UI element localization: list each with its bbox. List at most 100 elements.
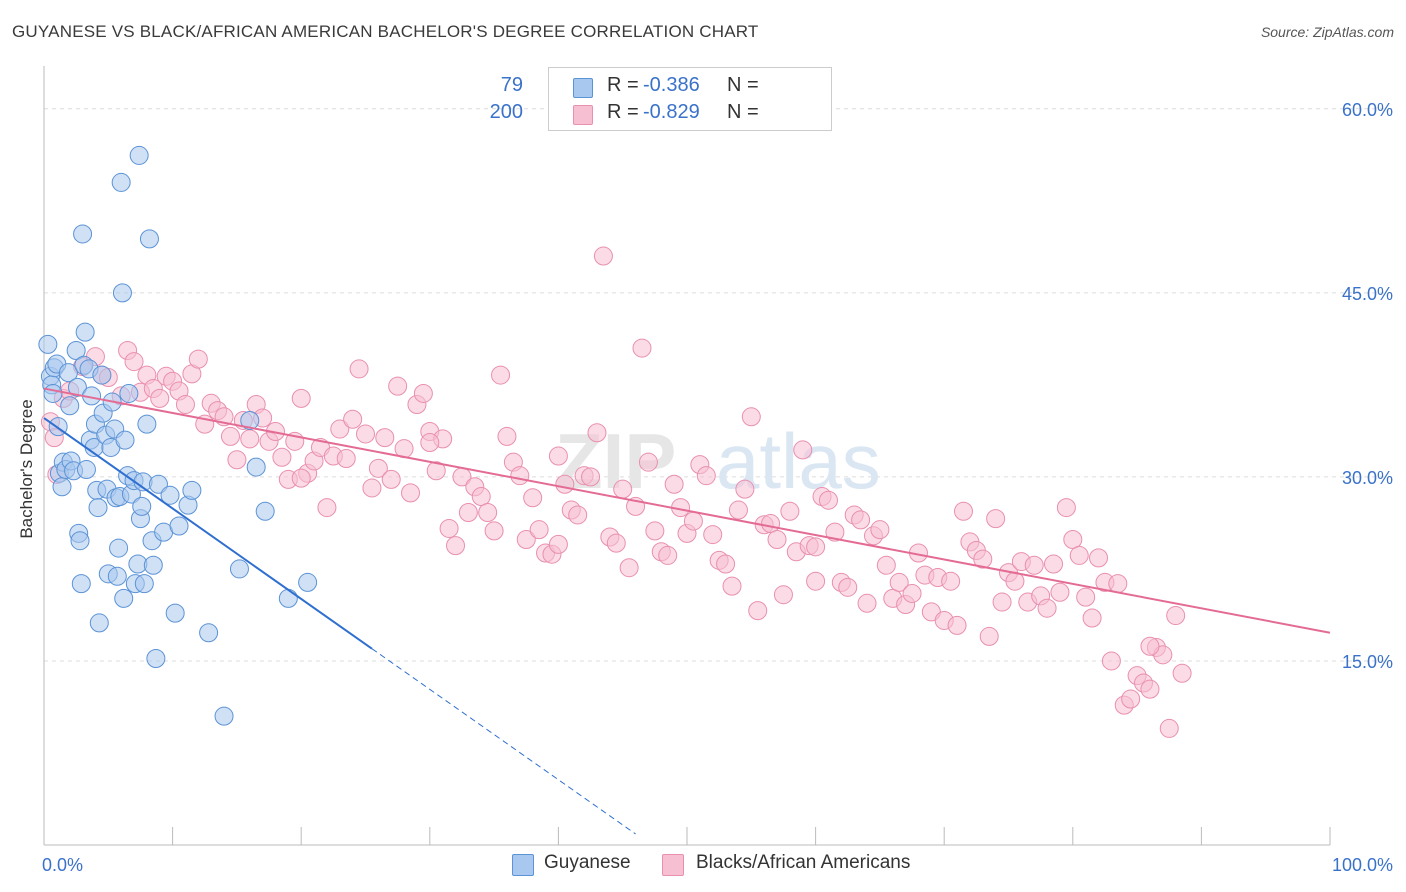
data-point-black — [767, 529, 787, 549]
data-point-guyanese — [111, 172, 131, 192]
data-point-black — [581, 467, 601, 487]
data-point-black — [401, 483, 421, 503]
black-legend-label: Blacks/African Americans — [696, 852, 911, 873]
data-point-black — [458, 502, 478, 522]
trend-line-guyanese — [43, 417, 373, 650]
data-point-black — [175, 395, 195, 415]
data-point-black — [703, 525, 723, 545]
data-point-guyanese — [255, 501, 275, 521]
data-point-black — [1140, 636, 1160, 656]
data-point-black — [1121, 689, 1141, 709]
data-point-black — [1159, 718, 1179, 738]
data-point-black — [420, 433, 440, 453]
black-swatch — [573, 105, 593, 125]
data-point-black — [818, 490, 838, 510]
data-point-guyanese — [132, 496, 152, 516]
data-point-black — [548, 446, 568, 466]
data-point-black — [1044, 554, 1064, 574]
data-point-black — [523, 488, 543, 508]
data-point-guyanese — [73, 224, 93, 244]
data-point-guyanese — [246, 457, 266, 477]
data-point-black — [773, 585, 793, 605]
data-point-black — [851, 510, 871, 530]
x-tick-label: 100.0% — [1332, 855, 1393, 875]
data-point-black — [722, 576, 742, 596]
data-point-black — [446, 536, 466, 556]
data-point-guyanese — [70, 531, 90, 551]
data-point-black — [986, 509, 1006, 529]
guyanese-swatch — [573, 78, 593, 98]
data-point-black — [1076, 587, 1096, 607]
data-point-black — [741, 407, 761, 427]
data-point-black — [587, 423, 607, 443]
data-point-black — [368, 458, 388, 478]
data-point-black — [876, 555, 896, 575]
data-point-guyanese — [139, 229, 159, 249]
data-point-guyanese — [148, 474, 168, 494]
data-point-black — [632, 338, 652, 358]
data-point-black — [870, 520, 890, 540]
data-point-black — [806, 537, 826, 557]
data-point-guyanese — [119, 383, 139, 403]
data-point-black — [780, 501, 800, 521]
data-point-guyanese — [76, 460, 96, 480]
data-point-guyanese — [43, 383, 63, 403]
data-point-guyanese — [109, 538, 129, 558]
data-point-black — [240, 429, 260, 449]
data-point-black — [336, 449, 356, 468]
data-point-black — [664, 474, 684, 494]
data-point-guyanese — [89, 613, 109, 633]
data-point-black — [484, 521, 504, 541]
y-tick-label: 15.0% — [1342, 652, 1393, 672]
data-point-black — [356, 424, 375, 444]
r-value: -0.829 — [643, 101, 700, 123]
r-label: R = — [607, 74, 639, 96]
data-point-black — [381, 469, 401, 489]
data-point-black — [375, 428, 395, 448]
data-point-black — [973, 549, 993, 569]
data-point-guyanese — [112, 283, 132, 303]
source-label[interactable]: Source: ZipAtlas.com — [1260, 24, 1394, 40]
chart-title: GUYANESE VS BLACK/AFRICAN AMERICAN BACHE… — [12, 22, 759, 41]
data-point-black — [953, 501, 973, 521]
stats-legend: R = -0.386 N = 79 R = -0.829 N = 200 — [490, 67, 832, 131]
y-axis-label: Bachelor's Degree — [17, 399, 36, 539]
data-point-black — [426, 461, 446, 481]
data-point-guyanese — [88, 498, 108, 518]
black-legend-swatch — [662, 854, 684, 876]
data-point-black — [388, 376, 408, 396]
data-point-black — [1140, 679, 1160, 699]
data-point-black — [889, 572, 909, 592]
data-point-black — [362, 478, 382, 498]
data-point-guyanese — [52, 477, 72, 497]
data-point-guyanese — [146, 648, 166, 668]
data-point-black — [761, 514, 781, 534]
data-point-black — [825, 522, 845, 542]
data-point-black — [638, 452, 658, 472]
data-point-black — [555, 474, 575, 494]
data-point-guyanese — [92, 365, 112, 385]
data-point-guyanese — [160, 485, 180, 505]
data-point-guyanese — [75, 322, 95, 342]
data-point-guyanese — [165, 603, 185, 623]
data-point-black — [568, 505, 588, 525]
data-point-black — [716, 554, 736, 574]
data-point-black — [220, 426, 240, 446]
data-point-guyanese — [107, 566, 127, 586]
data-point-guyanese — [214, 706, 234, 726]
data-point-black — [471, 487, 491, 507]
data-point-black — [606, 533, 626, 553]
data-point-black — [150, 388, 170, 408]
data-point-guyanese — [143, 555, 163, 575]
data-point-black — [272, 447, 292, 467]
data-point-black — [529, 520, 549, 540]
data-point-black — [593, 246, 613, 266]
data-point-black — [1037, 598, 1057, 618]
data-point-guyanese — [199, 623, 219, 643]
n-value: 200 — [489, 101, 523, 123]
data-point-black — [548, 534, 568, 554]
data-point-black — [1069, 545, 1089, 565]
data-point-black — [992, 592, 1012, 612]
data-point-black — [658, 545, 678, 565]
